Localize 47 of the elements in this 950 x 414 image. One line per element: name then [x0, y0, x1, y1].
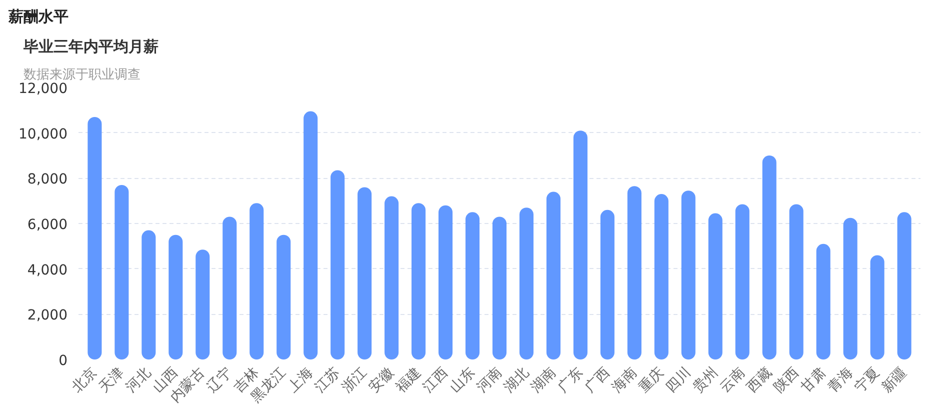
bar: [519, 208, 534, 360]
bar: [735, 204, 750, 360]
bar: [384, 196, 399, 360]
bar: [789, 204, 804, 360]
x-tick-label: 广东: [555, 364, 586, 396]
y-tick-label: 6,000: [27, 217, 68, 233]
bar: [168, 234, 183, 360]
bar: [627, 186, 642, 360]
bar: [412, 203, 426, 360]
text: 数据来源于职业调查: [24, 68, 140, 82]
bar: [708, 213, 722, 360]
bar: [843, 218, 858, 360]
y-tick-label: 8,000: [27, 172, 68, 188]
chart-title: 薪酬水平: [8, 8, 68, 26]
bar: [681, 190, 696, 360]
bar: [654, 194, 668, 360]
bar: [114, 184, 129, 360]
x-tick-label: 河北: [123, 364, 154, 396]
y-tick-label: 2,000: [27, 308, 68, 324]
bar: [816, 244, 830, 360]
bar: [897, 212, 912, 360]
bar: [142, 230, 156, 360]
y-tick-label: 4,000: [27, 262, 68, 278]
y-tick-label: 12,000: [18, 81, 68, 97]
y-tick-label: 0: [58, 353, 68, 369]
bar: [546, 192, 560, 360]
bar: [465, 212, 480, 360]
y-tick-label: 10,000: [18, 126, 68, 142]
x-tick-label: 江西: [420, 364, 452, 396]
bar: [358, 187, 372, 360]
x-tick-label: 辽宁: [204, 364, 236, 396]
bar: [196, 250, 210, 360]
bar: [870, 255, 884, 360]
bar: [88, 116, 102, 360]
x-tick-label: 北京: [69, 364, 100, 396]
chart-subtitle: 毕业三年内平均月薪: [22, 38, 158, 56]
x-tick-label: 新疆: [878, 364, 910, 396]
bar: [222, 216, 237, 360]
bar: [600, 210, 614, 360]
bar: [492, 216, 507, 360]
bar: [276, 234, 291, 360]
bar: [304, 111, 318, 360]
bar: [250, 203, 264, 360]
bar: [762, 156, 776, 360]
bar: [330, 170, 345, 360]
bar: [438, 205, 453, 360]
bar: [573, 130, 588, 360]
